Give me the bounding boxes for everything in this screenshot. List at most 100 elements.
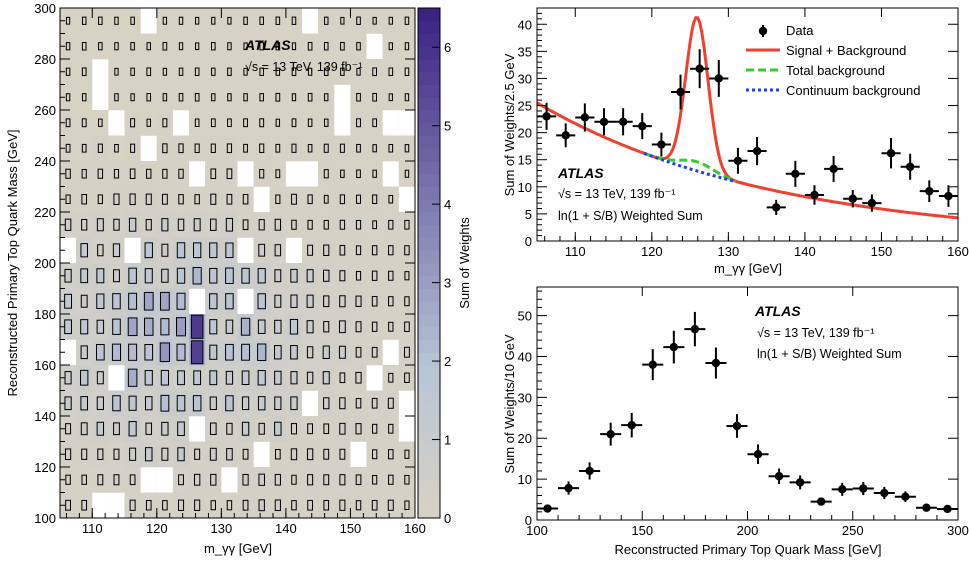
heatmap-box [177,421,185,436]
heatmap-empty-cell [156,467,173,493]
heatmap-box [227,42,232,51]
heatmap-box [291,143,297,153]
heatmap-box [307,474,314,486]
top-data-point [753,449,763,459]
heatmap-box [65,93,71,102]
heatmap-box [356,194,362,204]
heatmap-box [112,395,121,412]
top-data-point [732,421,742,431]
heatmap-box [356,118,361,128]
heatmap-box [340,169,345,178]
top-energy-label: √s = 13 TeV, 139 fb⁻¹ [757,326,874,340]
diphoton-mass-panel: 110 120 130 140 150 160 0 5 10 15 20 25 30 35 40 ATLA… [502,7,969,276]
heatmap-box [275,92,281,102]
colorbar-step [418,173,440,187]
heatmap-box [290,294,298,308]
heatmap-box [128,421,137,437]
heatmap-box [195,42,200,51]
heatmap-box [129,447,137,461]
heatmap-box [355,371,362,384]
heatmap-empty-cell [302,161,319,187]
heatmap-box [64,448,72,461]
heatmap-box [243,118,248,128]
heatmap-box [257,343,267,362]
heatmap-box [339,422,346,435]
heatmap-box [372,169,377,178]
mass-energy-label: √s = 13 TeV, 139 fb⁻¹ [558,187,675,201]
heatmap-box [209,422,217,435]
heatmap-box [209,447,217,461]
heatmap-box [388,16,393,25]
heatmap-y-tick-label: 180 [34,307,56,322]
heatmap-box [65,42,71,51]
heatmap-empty-cell [221,467,238,493]
colorbar-step [418,365,440,379]
heatmap-box [112,318,121,335]
heatmap-box [227,118,232,128]
heatmap-box [194,92,200,102]
heatmap-box [143,291,154,311]
heatmap-box [258,499,265,512]
heatmap-box [65,499,71,511]
mass-data-point [657,140,666,149]
heatmap-y-tick-label: 140 [34,409,56,424]
heatmap-box [243,143,248,153]
heatmap-box [404,169,410,178]
heatmap-box [210,193,217,205]
heatmap-box [257,319,266,334]
heatmap-box [372,474,378,485]
heatmap-box [96,371,104,385]
heatmap-box [144,396,153,411]
colorbar-step [418,492,440,506]
heatmap-box [258,422,265,435]
heatmap-box [130,67,135,76]
heatmap-box [144,447,153,462]
heatmap-box [307,423,314,435]
colorbar-step [418,71,440,85]
heatmap-box [81,168,87,179]
heatmap-box [355,398,362,409]
heatmap-box [145,193,152,205]
heatmap-empty-cell [140,8,157,34]
colorbar-step [418,352,440,366]
mass-x-tick-label: 110 [565,244,586,259]
heatmap-box [127,368,138,387]
top-frame [536,286,959,521]
colorbar-step [418,199,440,213]
heatmap-box [291,193,297,205]
heatmap-box [210,473,217,486]
heatmap-box [404,372,410,383]
top-data-point [901,492,910,501]
heatmap-box [338,320,346,334]
top-data-point [606,429,615,439]
heatmap-box [81,474,87,485]
heatmap-box [80,243,88,258]
top-weight-label: ln(1 + S/B) Weighted Sum [757,347,902,361]
mass-data-point [599,117,609,126]
heatmap-box [81,448,88,460]
heatmap-box [160,394,170,412]
heatmap-box [97,244,104,257]
top-atlas-label: ATLAS [754,303,801,319]
heatmap-box [143,317,154,336]
heatmap-box [144,242,153,259]
heatmap-box [242,219,249,231]
heatmap-box [111,343,122,361]
colorbar-step [418,250,440,264]
top-data-point [880,488,889,498]
legend-signal-label: Signal + Background [786,43,906,58]
colorbar-step [418,390,440,404]
colorbar-step [418,46,440,60]
heatmap-box [130,143,136,153]
heatmap-box [159,342,171,363]
heatmap-box [194,499,201,511]
heatmap-box [211,16,216,25]
heatmap-y-tick-label: 160 [34,358,56,373]
heatmap-box [387,499,394,511]
colorbar-step [418,20,440,34]
mass-curves [536,16,959,220]
heatmap-box [307,41,313,51]
mass-y-tick-label: 35 [518,44,532,59]
heatmap-box [178,93,184,102]
